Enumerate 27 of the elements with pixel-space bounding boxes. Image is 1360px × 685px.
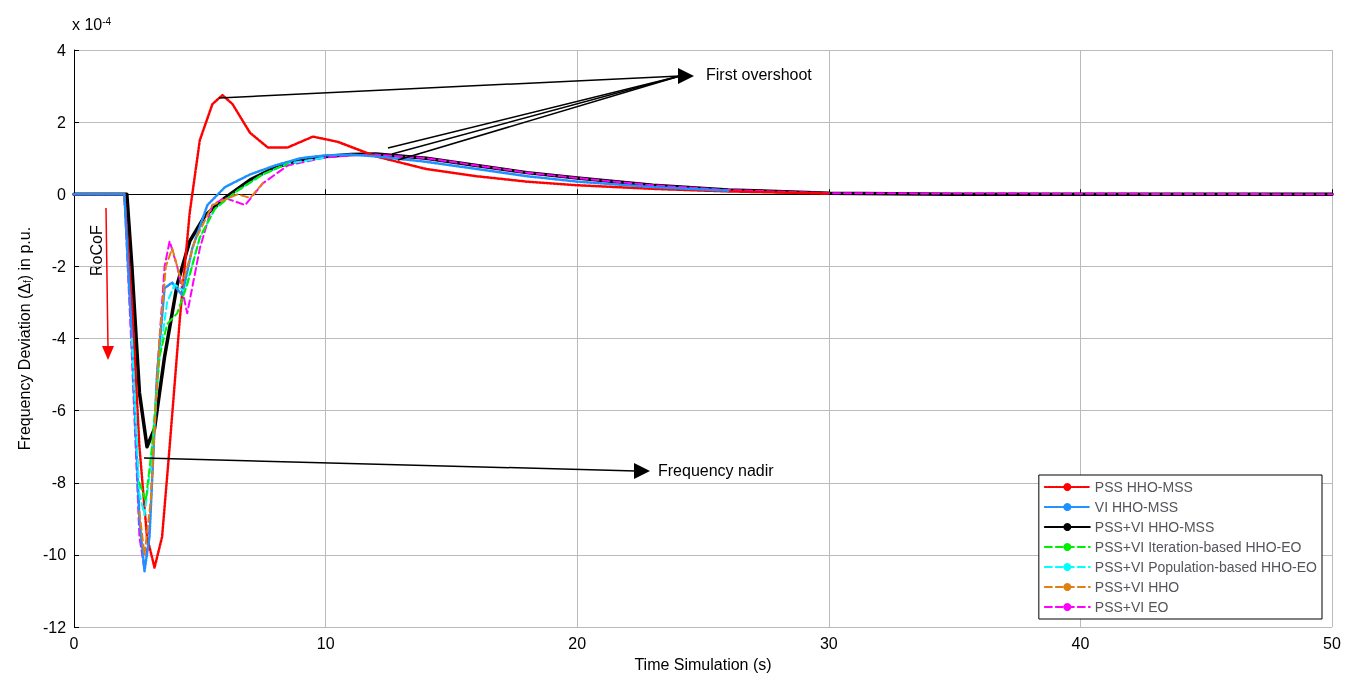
x-tick-label: 20 [568, 634, 587, 652]
y-tick-label: -6 [51, 402, 67, 420]
x-tick-label: 0 [69, 634, 79, 652]
y-tick-label: 2 [57, 113, 67, 131]
x-tick-label: 50 [1323, 634, 1341, 652]
legend-label: PSS+VI Population-based HHO-EO [1094, 559, 1318, 575]
y-tick-label: -2 [51, 257, 67, 275]
annotation: RoCoF [87, 225, 105, 276]
legend-label: PSS HHO-MSS [1094, 479, 1193, 495]
annotation: Frequency nadir [658, 461, 775, 479]
y-tick-label: 0 [57, 185, 67, 203]
x-tick-label: 10 [316, 634, 335, 652]
legend-label: VI HHO-MSS [1094, 499, 1179, 515]
annotation: First overshoot [706, 65, 813, 83]
y-tick-label: -8 [51, 474, 67, 492]
legend-label: PSS+VI Iteration-based HHO-EO [1094, 539, 1302, 555]
y-axis-title: Frequency Deviation (Δf) in p.u. [15, 226, 33, 451]
y-tick-label: -12 [42, 618, 67, 636]
y-tick-label: -4 [51, 330, 67, 348]
y-tick-label: 4 [57, 41, 67, 59]
y-tick-label: -10 [42, 546, 67, 564]
legend-label: PSS+VI HHO [1094, 579, 1180, 595]
x-tick-label: 40 [1071, 634, 1090, 652]
legend-label: PSS+VI HHO-MSS [1094, 519, 1215, 535]
x-axis-title: Time Simulation (s) [634, 655, 772, 673]
x-tick-label: 30 [819, 634, 838, 652]
legend-label: PSS+VI EO [1094, 599, 1169, 615]
